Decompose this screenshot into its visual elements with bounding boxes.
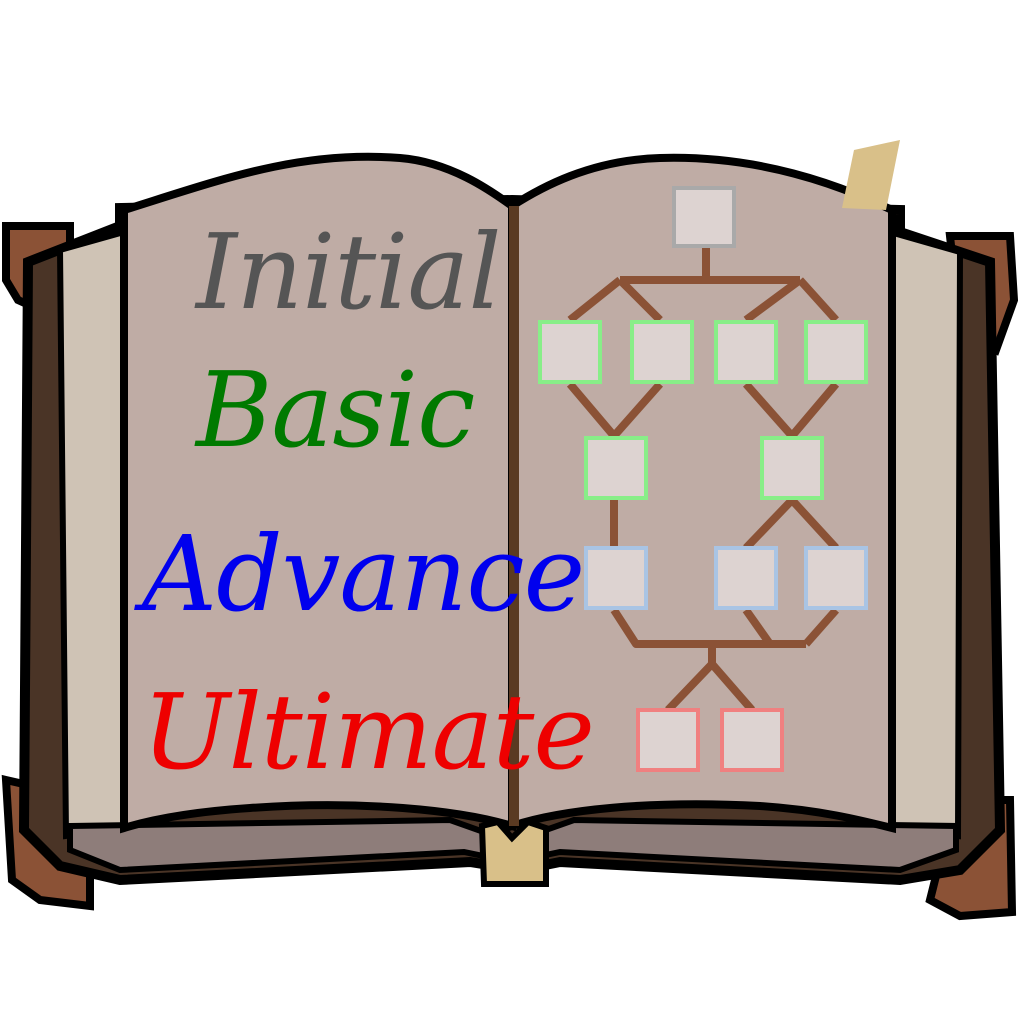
skill-node-advance-3 xyxy=(804,546,868,610)
bookmark-top xyxy=(842,140,900,210)
skill-node-ultimate-2 xyxy=(720,708,784,772)
skill-node-advance-2 xyxy=(714,546,778,610)
tier-label-advance: Advance xyxy=(142,513,585,635)
tier-label-ultimate: Ultimate xyxy=(142,671,595,793)
skill-node-basic-2 xyxy=(630,320,694,384)
skill-node-basic-4 xyxy=(804,320,868,384)
skill-node-ultimate-1 xyxy=(636,708,700,772)
skill-node-advance-1 xyxy=(584,546,648,610)
right-page xyxy=(508,153,896,834)
tier-label-basic: Basic xyxy=(196,349,475,471)
skill-node-basic-1 xyxy=(538,320,602,384)
skill-tree-branches xyxy=(566,246,840,713)
skill-node-initial xyxy=(672,186,736,248)
bookmark-bottom xyxy=(478,818,549,887)
tier-label-initial: Initial xyxy=(196,211,502,333)
page-edges-right xyxy=(887,228,964,840)
skill-node-basic-3 xyxy=(714,320,778,384)
skill-node-basic-5 xyxy=(584,436,648,500)
skill-node-basic-6 xyxy=(760,436,824,500)
skill-tree-nodes xyxy=(538,186,868,772)
page-edges-left xyxy=(56,228,127,840)
